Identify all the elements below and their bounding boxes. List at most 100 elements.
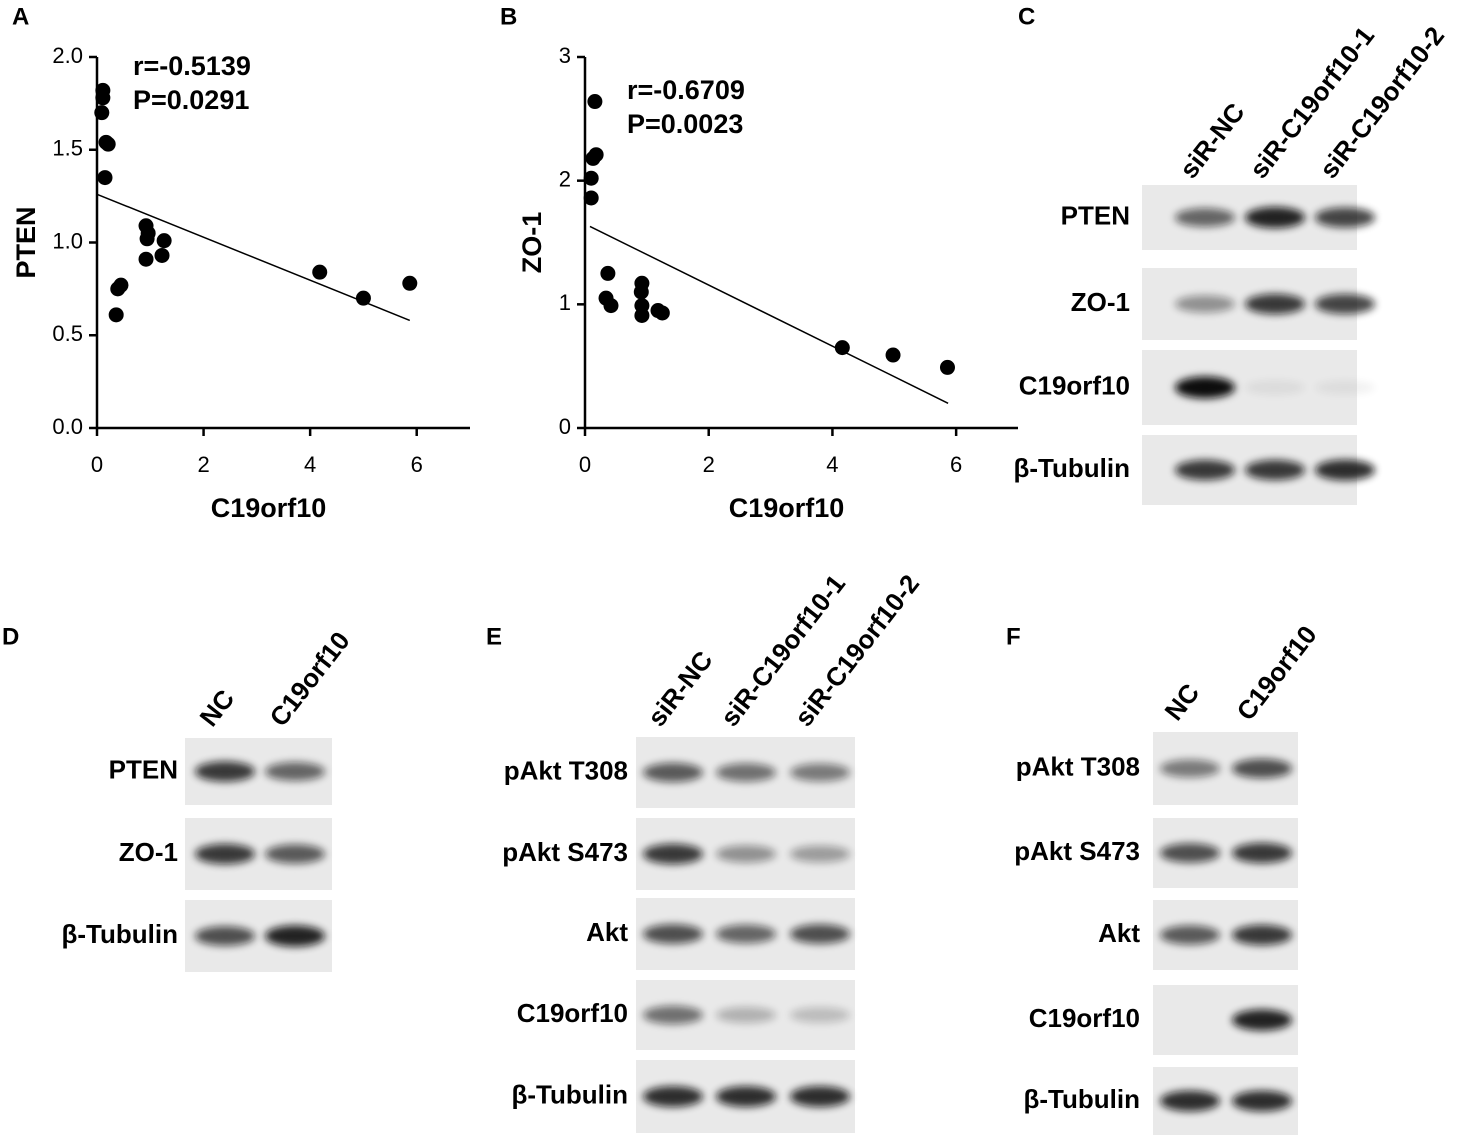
band: [643, 924, 703, 944]
band: [716, 924, 776, 944]
row-label: pAkt S473: [502, 837, 628, 867]
row-label: β-Tubulin: [1014, 453, 1130, 483]
band: [1245, 206, 1305, 229]
band: [265, 762, 325, 781]
point: [156, 233, 172, 249]
y-tick-label: 1.5: [52, 136, 83, 161]
panel-letter: B: [500, 3, 517, 30]
y-axis-label: ZO-1: [517, 212, 547, 274]
x-tick-label: 0: [579, 452, 591, 477]
point: [885, 347, 901, 363]
x-tick-label: 2: [703, 452, 715, 477]
point: [583, 170, 599, 186]
fit-line: [589, 225, 949, 404]
point: [585, 150, 601, 166]
band: [643, 843, 703, 865]
point: [939, 359, 955, 375]
lane-label: siR-NC: [1174, 97, 1251, 184]
panel-letter: F: [1006, 623, 1021, 650]
band: [790, 845, 850, 863]
row-label: PTEN: [1061, 200, 1130, 230]
band: [790, 924, 850, 944]
point: [355, 290, 371, 306]
x-tick-label: 4: [304, 452, 316, 477]
point: [139, 231, 155, 247]
band: [716, 1007, 776, 1023]
point: [402, 275, 418, 291]
band: [1315, 294, 1375, 314]
point: [603, 298, 619, 314]
band: [1245, 380, 1305, 395]
band: [1245, 459, 1305, 481]
row-label: β-Tubulin: [62, 919, 178, 949]
lane-label: siR-C19orf10-2: [1314, 21, 1451, 184]
annotation: P=0.0291: [133, 85, 249, 115]
band: [195, 926, 255, 946]
band: [1315, 207, 1375, 228]
row-label: Akt: [586, 917, 628, 947]
band: [1175, 376, 1235, 399]
band: [265, 925, 325, 947]
annotation: r=-0.6709: [627, 75, 745, 105]
panel-letter: E: [486, 623, 502, 650]
band: [1232, 924, 1292, 946]
y-axis-label: PTEN: [11, 206, 41, 278]
row-label: pAkt T308: [1016, 751, 1140, 781]
point: [94, 105, 110, 121]
point: [312, 264, 328, 280]
y-tick-label: 0.5: [52, 321, 83, 346]
lane-label: NC: [1159, 678, 1206, 726]
annotation: r=-0.5139: [133, 51, 251, 81]
band: [1175, 459, 1235, 481]
x-tick-label: 2: [197, 452, 209, 477]
band: [265, 844, 325, 864]
row-label: C19orf10: [517, 998, 628, 1028]
band: [1315, 380, 1375, 395]
band: [643, 1005, 703, 1025]
band: [1232, 1009, 1292, 1031]
lane-label: C19orf10: [1231, 620, 1323, 726]
lane-label: siR-NC: [642, 645, 719, 732]
y-tick-label: 1.0: [52, 228, 83, 253]
x-axis-label: C19orf10: [729, 493, 845, 523]
band: [643, 762, 703, 783]
band: [1315, 459, 1375, 481]
x-tick-label: 6: [950, 452, 962, 477]
point: [138, 251, 154, 267]
band: [1175, 208, 1235, 227]
point: [97, 170, 113, 186]
panel-letter: C: [1018, 3, 1035, 30]
x-tick-label: 4: [826, 452, 838, 477]
y-tick-label: 1: [559, 290, 571, 315]
point: [633, 284, 649, 300]
band: [790, 1007, 850, 1023]
point: [600, 265, 616, 281]
row-label: β-Tubulin: [1024, 1084, 1140, 1114]
band: [195, 761, 255, 782]
row-label: C19orf10: [1019, 370, 1130, 400]
band: [716, 763, 776, 782]
band: [1232, 842, 1292, 864]
band: [716, 845, 776, 863]
point: [834, 340, 850, 356]
band: [1160, 925, 1220, 945]
point: [95, 90, 111, 106]
panel-letter: A: [12, 3, 29, 30]
point: [100, 136, 116, 152]
point: [587, 94, 603, 110]
row-label: C19orf10: [1029, 1003, 1140, 1033]
lane-label: C19orf10: [264, 626, 356, 732]
band: [1160, 759, 1220, 778]
band: [716, 1086, 776, 1107]
band: [643, 1086, 703, 1107]
band: [790, 1086, 850, 1107]
band: [1160, 843, 1220, 863]
row-label: Akt: [1098, 918, 1140, 948]
band: [1232, 758, 1292, 779]
row-label: ZO-1: [119, 837, 178, 867]
y-tick-label: 3: [559, 43, 571, 68]
row-label: ZO-1: [1071, 287, 1130, 317]
row-label: pAkt T308: [504, 755, 628, 785]
x-tick-label: 0: [91, 452, 103, 477]
